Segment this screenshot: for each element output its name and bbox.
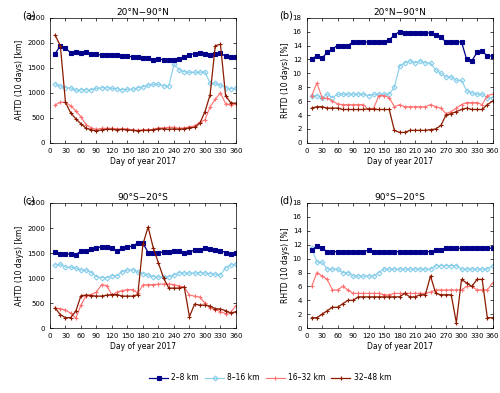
X-axis label: Day of year 2017: Day of year 2017 bbox=[366, 342, 432, 351]
X-axis label: Day of year 2017: Day of year 2017 bbox=[366, 156, 432, 165]
Text: (b): (b) bbox=[278, 10, 292, 20]
X-axis label: Day of year 2017: Day of year 2017 bbox=[110, 156, 176, 165]
Title: 90°S−20°S: 90°S−20°S bbox=[118, 193, 168, 202]
Y-axis label: AHTD (10 days) [km]: AHTD (10 days) [km] bbox=[16, 40, 24, 120]
Text: (c): (c) bbox=[22, 195, 35, 206]
Title: 90°S−20°S: 90°S−20°S bbox=[374, 193, 425, 202]
Title: 20°N−90°N: 20°N−90°N bbox=[116, 8, 170, 17]
Text: (d): (d) bbox=[278, 195, 292, 206]
X-axis label: Day of year 2017: Day of year 2017 bbox=[110, 342, 176, 351]
Text: (a): (a) bbox=[22, 10, 36, 20]
Y-axis label: RHTD (10 days) [%]: RHTD (10 days) [%] bbox=[281, 42, 290, 118]
Y-axis label: RHTD (10 days) [%]: RHTD (10 days) [%] bbox=[281, 228, 290, 303]
Title: 20°N−90°N: 20°N−90°N bbox=[373, 8, 426, 17]
Legend: 2–8 km, 8–16 km, 16–32 km, 32–48 km: 2–8 km, 8–16 km, 16–32 km, 32–48 km bbox=[146, 370, 394, 385]
Y-axis label: AHTD (10 days) [km]: AHTD (10 days) [km] bbox=[16, 226, 24, 306]
